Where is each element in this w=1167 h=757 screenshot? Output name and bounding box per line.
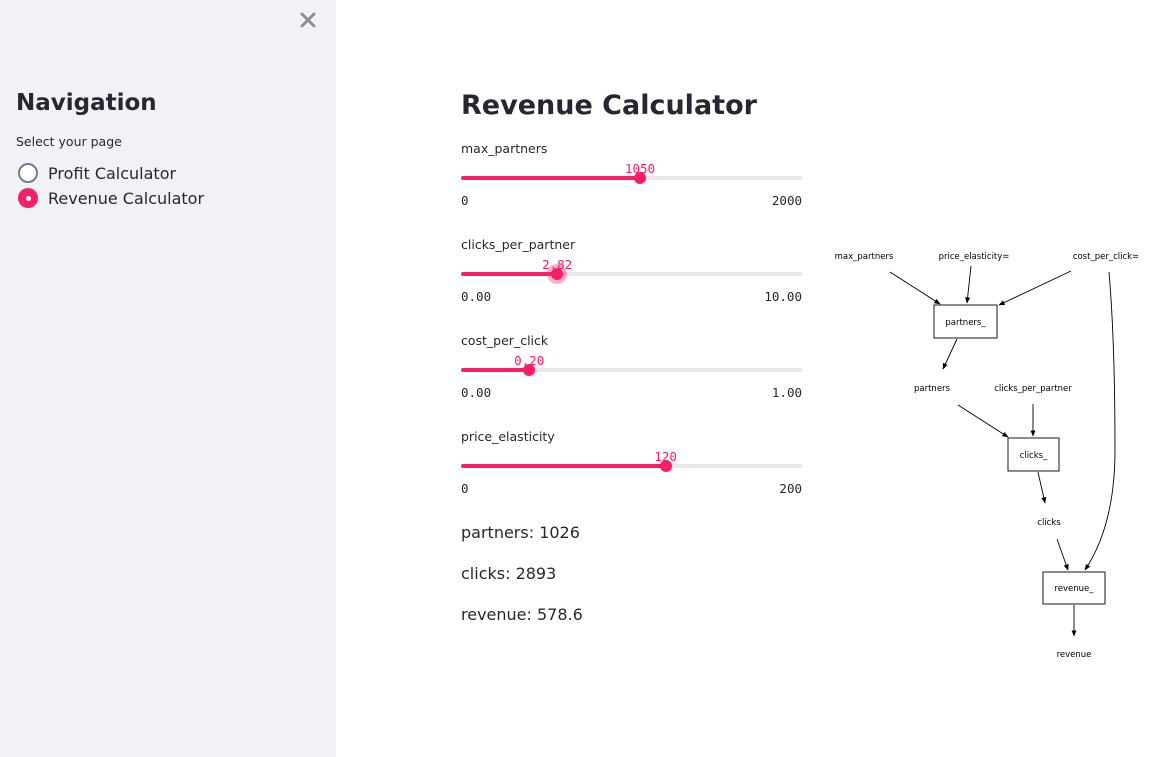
- slider-label: price_elasticity: [461, 429, 555, 444]
- slider-max: 2000: [771, 193, 802, 208]
- node-clicks: clicks: [1037, 518, 1061, 528]
- slider-value: 120: [654, 449, 677, 464]
- node-revenue-box-label: revenue_: [1054, 584, 1094, 594]
- slider-thumb[interactable]: [523, 364, 536, 376]
- slider-fill: [461, 272, 558, 276]
- node-box-revenue: [1042, 571, 1106, 605]
- slider-min: 0: [461, 193, 469, 208]
- edge-cost-per-click-to-revenue-box: [1084, 271, 1116, 571]
- slider-value: 2.82: [542, 257, 573, 272]
- slider-cost-per-click: cost_per_click 0.20 0.00 1.00: [461, 333, 802, 413]
- result-clicks: clicks: 2893: [461, 564, 557, 583]
- slider-min: 0.00: [461, 289, 492, 304]
- node-revenue: revenue: [1057, 650, 1092, 660]
- slider-track[interactable]: [461, 364, 802, 376]
- edge-partners-box-to-partners: [942, 338, 958, 370]
- page-select-label: Select your page: [16, 134, 122, 149]
- slider-min: 0: [461, 481, 469, 496]
- close-sidebar-button[interactable]: [298, 10, 318, 30]
- page-title: Revenue Calculator: [461, 90, 757, 121]
- slider-track[interactable]: [461, 172, 802, 184]
- node-partners-box-label: partners_: [945, 318, 986, 328]
- edge-cost-per-click-to-partners-box: [998, 270, 1072, 306]
- node-price-elasticity: price_elasticity=: [939, 252, 1010, 262]
- slider-fill: [461, 464, 666, 468]
- slider-max: 200: [779, 481, 802, 496]
- edge-partners-to-clicks-box: [957, 404, 1009, 438]
- slider-max: 1.00: [771, 385, 802, 400]
- slider-track[interactable]: [461, 268, 802, 280]
- node-clicks-box-label: clicks_: [1020, 451, 1048, 461]
- slider-max-partners: max_partners 1050 0 2000: [461, 141, 802, 221]
- slider-label: max_partners: [461, 141, 548, 156]
- slider-thumb[interactable]: [551, 268, 564, 280]
- slider-thumb[interactable]: [634, 172, 647, 184]
- node-cost-per-click: cost_per_click=: [1073, 252, 1139, 262]
- slider-price-elasticity: price_elasticity 120 0 200: [461, 429, 802, 509]
- slider-clicks-per-partner: clicks_per_partner 2.82 0.00 10.00: [461, 237, 802, 317]
- slider-value: 0.20: [514, 353, 545, 368]
- radio-option-revenue-calculator[interactable]: Revenue Calculator: [18, 187, 204, 209]
- radio-unchecked-icon[interactable]: [18, 163, 38, 183]
- slider-label: clicks_per_partner: [461, 237, 576, 252]
- slider-max: 10.00: [764, 289, 802, 304]
- radio-option-profit-calculator[interactable]: Profit Calculator: [18, 162, 176, 184]
- edge-clicks-to-revenue-box: [1056, 538, 1069, 571]
- node-max-partners: max_partners: [835, 252, 894, 262]
- slider-fill: [461, 176, 641, 180]
- close-icon: [300, 12, 316, 28]
- result-partners: partners: 1026: [461, 523, 580, 542]
- radio-option-label: Profit Calculator: [48, 163, 177, 183]
- edge-price-elasticity-to-partners-box: [965, 265, 972, 304]
- node-partners: partners: [914, 384, 951, 394]
- slider-label: cost_per_click: [461, 333, 549, 348]
- sidebar-title: Navigation: [16, 90, 157, 116]
- computation-graph: max_partners price_elasticity= cost_per_…: [835, 252, 1140, 660]
- radio-option-label: Revenue Calculator: [48, 188, 205, 208]
- slider-min: 0.00: [461, 385, 492, 400]
- slider-thumb[interactable]: [659, 460, 672, 472]
- edge-max-partners-to-partners-box: [889, 271, 941, 305]
- radio-checked-icon[interactable]: [18, 188, 38, 208]
- node-clicks-per-partner: clicks_per_partner: [994, 384, 1072, 394]
- sidebar: Navigation Select your page Profit Calcu…: [0, 0, 336, 757]
- node-box-partners: [933, 304, 998, 339]
- edge-clicks-box-to-clicks: [1037, 471, 1047, 504]
- node-box-clicks: [1007, 437, 1060, 472]
- slider-value: 1050: [624, 161, 656, 176]
- result-revenue: revenue: 578.6: [461, 605, 583, 624]
- slider-track[interactable]: [461, 460, 802, 472]
- slider-fill: [461, 368, 530, 372]
